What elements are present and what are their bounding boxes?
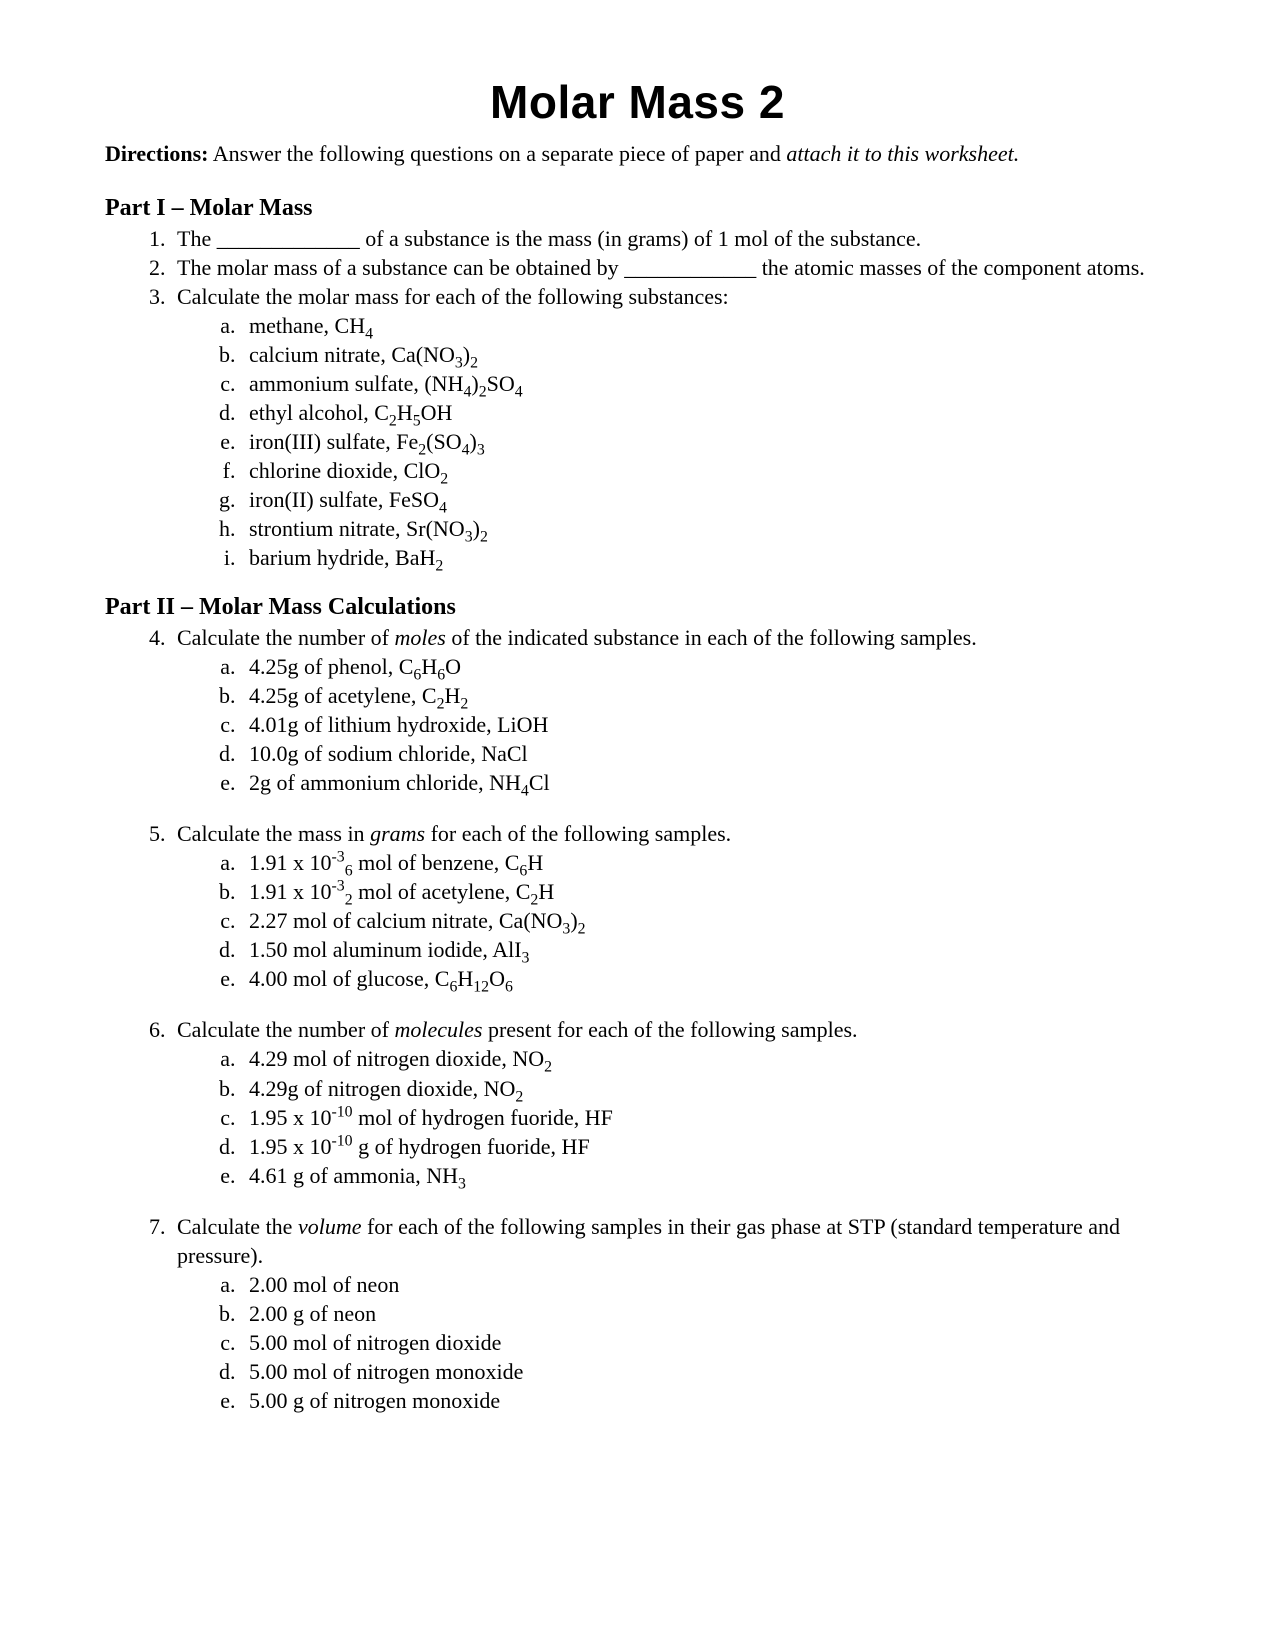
q5-text-a: Calculate the mass in [177,821,370,846]
q7-item: 2.00 mol of neon [241,1270,1170,1299]
q7-sublist: 2.00 mol of neon2.00 g of neon5.00 mol o… [177,1270,1170,1415]
q1-text-a: The [177,226,217,251]
q4-item: 4.01g of lithium hydroxide, LiOH [241,710,1170,739]
worksheet-page: Molar Mass 2 Directions: Answer the foll… [0,0,1275,1497]
question-7: Calculate the volume for each of the fol… [171,1212,1170,1415]
directions-text-b: attach it to this worksheet. [786,141,1019,166]
q3-item: iron(III) sulfate, Fe2(SO4)3 [241,427,1170,456]
question-1: The _____________ of a substance is the … [171,224,1170,253]
q7-text-a: Calculate the [177,1214,298,1239]
q7-item: 5.00 g of nitrogen monoxide [241,1386,1170,1415]
q7-item: 5.00 mol of nitrogen monoxide [241,1357,1170,1386]
question-4: Calculate the number of moles of the ind… [171,623,1170,797]
q6-item: 1.95 x 10-10 g of hydrogen fuoride, HF [241,1132,1170,1161]
q3-item: ammonium sulfate, (NH4)2SO4 [241,369,1170,398]
q4-item: 4.25g of acetylene, C2H2 [241,681,1170,710]
q6-item: 4.61 g of ammonia, NH3 [241,1161,1170,1190]
page-title: Molar Mass 2 [105,75,1170,129]
q2-text-b: the atomic masses of the component atoms… [756,255,1145,280]
q4-sublist: 4.25g of phenol, C6H6O4.25g of acetylene… [177,652,1170,797]
q5-item: 1.91 x 10-32 mol of acetylene, C2H [241,877,1170,906]
q3-item: barium hydride, BaH2 [241,543,1170,572]
q7-item: 2.00 g of neon [241,1299,1170,1328]
question-3: Calculate the molar mass for each of the… [171,282,1170,572]
question-2: The molar mass of a substance can be obt… [171,253,1170,282]
directions-label: Directions: [105,141,208,166]
q3-item: ethyl alcohol, C2H5OH [241,398,1170,427]
q4-item: 10.0g of sodium chloride, NaCl [241,739,1170,768]
q3-item: calcium nitrate, Ca(NO3)2 [241,340,1170,369]
q5-item: 1.50 mol aluminum iodide, AlI3 [241,935,1170,964]
q3-sublist: methane, CH4calcium nitrate, Ca(NO3)2amm… [177,311,1170,572]
q6-item: 1.95 x 10-10 mol of hydrogen fuoride, HF [241,1103,1170,1132]
part1-list: The _____________ of a substance is the … [105,224,1170,572]
q5-sublist: 1.91 x 10-36 mol of benzene, C6H1.91 x 1… [177,848,1170,993]
directions-line: Directions: Answer the following questio… [105,139,1170,169]
q3-item: strontium nitrate, Sr(NO3)2 [241,514,1170,543]
q6-item: 4.29g of nitrogen dioxide, NO2 [241,1074,1170,1103]
q6-text-a: Calculate the number of [177,1017,394,1042]
question-5: Calculate the mass in grams for each of … [171,819,1170,993]
q4-text-b: of the indicated substance in each of th… [446,625,977,650]
q1-text-b: of a substance is the mass (in grams) of… [360,226,921,251]
q4-em: moles [394,625,445,650]
q4-item: 4.25g of phenol, C6H6O [241,652,1170,681]
q3-item: iron(II) sulfate, FeSO4 [241,485,1170,514]
q3-item: methane, CH4 [241,311,1170,340]
directions-text-a: Answer the following questions on a sepa… [208,141,786,166]
q5-text-b: for each of the following samples. [425,821,731,846]
q4-item: 2g of ammonium chloride, NH4Cl [241,768,1170,797]
q6-item: 4.29 mol of nitrogen dioxide, NO2 [241,1044,1170,1073]
q6-em: molecules [394,1017,482,1042]
part1-heading: Part I – Molar Mass [105,195,1170,222]
q6-sublist: 4.29 mol of nitrogen dioxide, NO24.29g o… [177,1044,1170,1189]
q5-item: 2.27 mol of calcium nitrate, Ca(NO3)2 [241,906,1170,935]
q6-text-b: present for each of the following sample… [482,1017,857,1042]
q7-em: volume [298,1214,362,1239]
question-6: Calculate the number of molecules presen… [171,1015,1170,1189]
q1-blank: _____________ [217,226,360,251]
q5-item: 4.00 mol of glucose, C6H12O6 [241,964,1170,993]
part2-heading: Part II – Molar Mass Calculations [105,594,1170,621]
q5-item: 1.91 x 10-36 mol of benzene, C6H [241,848,1170,877]
q3-item: chlorine dioxide, ClO2 [241,456,1170,485]
part2-list: Calculate the number of moles of the ind… [105,623,1170,1415]
q7-item: 5.00 mol of nitrogen dioxide [241,1328,1170,1357]
q4-text-a: Calculate the number of [177,625,394,650]
q3-lead: Calculate the molar mass for each of the… [177,284,729,309]
q2-text-a: The molar mass of a substance can be obt… [177,255,624,280]
q2-blank: ____________ [624,255,756,280]
q5-em: grams [370,821,425,846]
